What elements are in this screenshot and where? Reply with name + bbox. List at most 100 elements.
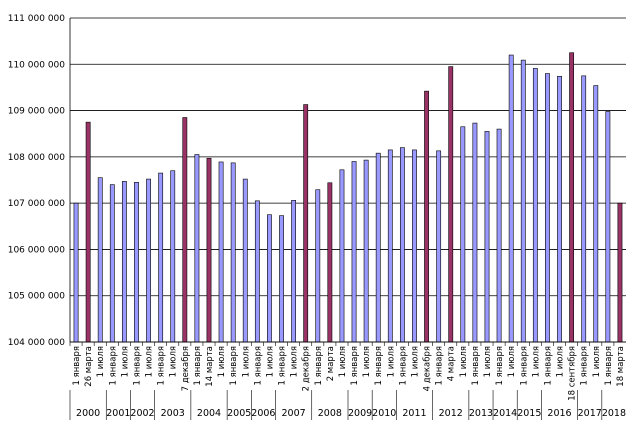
bar xyxy=(545,73,550,343)
year-label: 2010 xyxy=(372,408,396,419)
x-tick-label: 1 июля xyxy=(120,346,130,377)
x-tick-label: 1 января xyxy=(72,346,82,386)
x-tick-label: 1 января xyxy=(108,346,118,386)
year-labels: 2000 2001 2002 2003 2004 2005 2006 2007 2008 2009… xyxy=(69,390,626,420)
x-tick-label: 1 января xyxy=(193,346,203,386)
x-tick-label: 1 июля xyxy=(459,346,469,377)
x-tick-label: 1 июля xyxy=(265,346,275,377)
bar xyxy=(605,111,611,343)
bar xyxy=(134,182,139,343)
bar xyxy=(194,154,200,343)
y-tick-label: 110 000 000 xyxy=(8,60,66,70)
bar xyxy=(375,152,381,343)
year-label: 2012 xyxy=(439,408,463,419)
bar xyxy=(557,76,562,343)
y-tick-label: 109 000 000 xyxy=(8,107,66,117)
year-label: 2002 xyxy=(130,408,154,419)
x-tick-label: 1 января xyxy=(132,346,142,386)
x-tick-label: 1 января xyxy=(519,346,529,386)
bar xyxy=(97,177,103,343)
x-tick-label: 18 сентября xyxy=(568,346,578,401)
x-tick-label: 1 июля xyxy=(531,346,541,377)
year-label: 2000 xyxy=(76,408,100,419)
bar xyxy=(242,178,248,343)
year-label: 2006 xyxy=(251,408,275,419)
x-tick-label: 1 июля xyxy=(362,346,372,377)
year-label: 2011 xyxy=(402,408,426,419)
bar xyxy=(617,202,623,343)
x-tick-label: 1 июля xyxy=(483,346,493,377)
x-tick-label: 4 декабря xyxy=(423,346,433,391)
bar xyxy=(339,169,345,343)
y-tick-label: 105 000 000 xyxy=(8,292,66,302)
bar xyxy=(121,181,127,343)
x-axis-ticks: 1 января 26 марта 1 июля 1 января 1 июля 1 ян… xyxy=(69,341,626,401)
year-label: 2014 xyxy=(493,408,517,419)
bar xyxy=(508,54,514,343)
x-tick-label: 1 января xyxy=(278,346,288,386)
year-label: 2008 xyxy=(318,408,342,419)
x-tick-label: 1 июля xyxy=(507,346,517,377)
gridlines xyxy=(69,17,626,343)
year-label: 2009 xyxy=(348,408,372,419)
x-tick-label: 1 января xyxy=(350,346,360,386)
bar xyxy=(182,117,188,343)
x-tick-label: 2 марта xyxy=(326,346,336,381)
bar xyxy=(267,214,272,343)
bar xyxy=(218,161,224,343)
bar xyxy=(448,66,454,343)
bar xyxy=(412,149,417,343)
bar xyxy=(351,161,357,343)
x-tick-label: 1 июля xyxy=(241,346,251,377)
bar xyxy=(581,75,587,343)
x-tick-label: 1 января xyxy=(374,346,384,386)
year-label: 2016 xyxy=(547,408,571,419)
bar xyxy=(593,85,599,343)
y-tick-label: 104 000 000 xyxy=(8,338,66,348)
x-tick-label: 1 июля xyxy=(386,346,396,377)
x-tick-label: 1 июля xyxy=(145,346,155,377)
year-label: 2017 xyxy=(578,408,602,419)
bar xyxy=(387,149,393,343)
x-tick-label: 2 декабря xyxy=(302,346,312,391)
bar xyxy=(206,157,212,343)
bar xyxy=(424,90,429,343)
x-tick-label: 1 января xyxy=(471,346,481,386)
x-tick-label: 1 января xyxy=(229,346,239,386)
bar xyxy=(520,59,526,343)
y-tick-label: 106 000 000 xyxy=(8,245,66,255)
bar xyxy=(279,215,284,343)
bar xyxy=(73,202,79,343)
x-tick-label: 18 марта xyxy=(616,346,626,387)
x-tick-label: 7 декабря xyxy=(181,346,191,391)
bar xyxy=(291,200,297,343)
y-axis-ticks: 104 000 000 105 000 000 106 000 000 107 000… xyxy=(8,14,66,348)
year-label: 2001 xyxy=(106,408,130,419)
x-tick-label: 1 января xyxy=(495,346,505,386)
x-tick-label: 1 июля xyxy=(338,346,348,377)
year-label: 2007 xyxy=(282,408,306,419)
x-tick-label: 1 июля xyxy=(169,346,179,377)
bar xyxy=(109,184,115,343)
bar xyxy=(496,128,502,343)
bar xyxy=(146,178,151,343)
x-tick-label: 1 января xyxy=(253,346,263,386)
bar xyxy=(532,68,538,343)
bar xyxy=(460,126,466,343)
bars xyxy=(73,52,623,343)
bar xyxy=(158,172,164,343)
bar xyxy=(170,170,176,343)
x-tick-label: 1 июля xyxy=(96,346,106,377)
bar xyxy=(436,150,442,343)
x-tick-label: 1 июля xyxy=(217,346,227,377)
bar xyxy=(569,52,575,343)
x-tick-label: 1 января xyxy=(314,346,324,386)
bar xyxy=(85,121,91,343)
x-tick-label: 1 января xyxy=(398,346,408,386)
year-label: 2005 xyxy=(227,408,251,419)
x-tick-label: 14 марта xyxy=(205,346,215,387)
year-label: 2015 xyxy=(517,408,541,419)
x-tick-label: 26 марта xyxy=(84,346,94,387)
